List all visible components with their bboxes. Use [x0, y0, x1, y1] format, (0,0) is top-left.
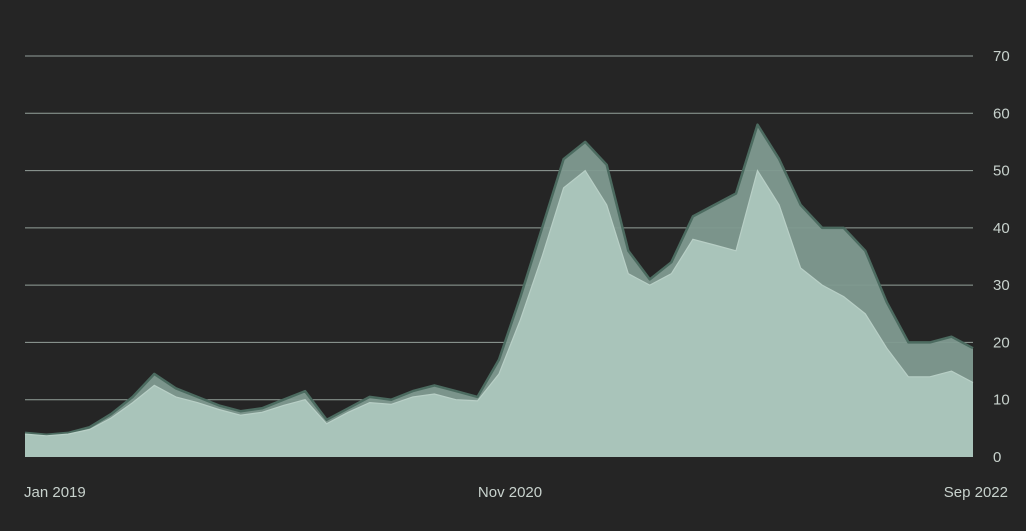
x-axis-ticks: Jan 2019 Nov 2020 Sep 2022 [24, 484, 1008, 501]
area-series [24, 123, 974, 457]
x-tick-label: Sep 2022 [944, 484, 1008, 501]
series-line-upper [24, 123, 974, 436]
y-axis-ticks: 0 10 20 30 40 50 60 70 [993, 48, 1010, 466]
x-tick-label: Jan 2019 [24, 484, 86, 501]
y-tick-label: 50 [993, 163, 1010, 180]
y-tick-label: 10 [993, 392, 1010, 409]
x-tick-label: Nov 2020 [478, 484, 542, 501]
y-tick-label: 0 [993, 449, 1001, 466]
y-tick-label: 40 [993, 220, 1010, 237]
y-tick-label: 70 [993, 48, 1010, 65]
area-lower [25, 170, 973, 457]
y-tick-label: 30 [993, 277, 1010, 294]
y-tick-label: 60 [993, 105, 1010, 122]
series-line-lower [24, 169, 974, 437]
gridlines [25, 55, 973, 401]
y-tick-label: 20 [993, 334, 1010, 351]
